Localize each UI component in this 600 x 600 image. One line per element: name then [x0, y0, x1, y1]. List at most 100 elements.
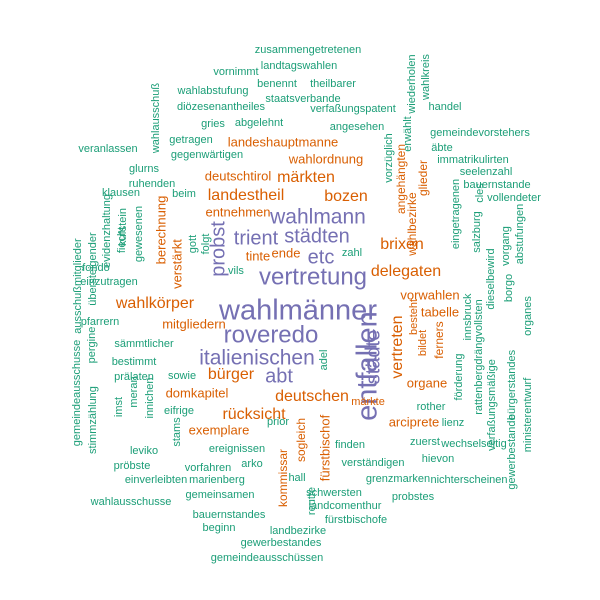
cloud-word: delegaten [371, 263, 441, 280]
cloud-word: fürstbischofe [325, 514, 387, 526]
cloud-word: vertretung [259, 263, 367, 290]
cloud-word: ferners [432, 321, 446, 358]
cloud-word: landcomenthur [309, 500, 382, 512]
cloud-word: wahlmann [269, 206, 366, 229]
cloud-word: etc [308, 246, 335, 268]
cloud-word: förderung [453, 353, 465, 400]
cloud-word: vorzüglich [383, 133, 395, 183]
cloud-word: cles [474, 183, 486, 203]
cloud-word: deutschtirol [205, 168, 272, 183]
cloud-word: wahlordnung [288, 151, 363, 166]
cloud-word: beginn [202, 522, 235, 534]
cloud-word: angesehen [330, 121, 384, 133]
cloud-word: wahlmänner [218, 295, 377, 327]
cloud-word: evidenzhaltung [101, 194, 113, 268]
cloud-word: gewesenen [133, 206, 145, 262]
cloud-word: bürger [208, 366, 255, 383]
cloud-word: märkte [351, 396, 385, 408]
cloud-word: ereignissen [209, 443, 265, 455]
cloud-word: marienberg [189, 474, 245, 486]
cloud-word: wahlkörper [115, 295, 195, 312]
cloud-word: wahlausschusse [90, 496, 172, 508]
cloud-word: zusammengetretenen [255, 44, 361, 56]
cloud-word: schwersten [306, 487, 362, 499]
cloud-word: verstärkt [169, 239, 184, 289]
cloud-word: veranlassen [78, 143, 137, 155]
cloud-word: probstes [392, 491, 435, 503]
cloud-word: bozen [324, 188, 368, 205]
cloud-word: vertreten [389, 315, 406, 378]
cloud-word: wahlausschuß [150, 83, 162, 155]
cloud-word: ruhenden [129, 178, 176, 190]
cloud-word: innichen [144, 378, 156, 419]
cloud-word: organe [407, 375, 447, 390]
cloud-word: übersteigender [87, 232, 99, 306]
cloud-word: pergine [86, 327, 98, 364]
cloud-word: adel [318, 350, 330, 371]
cloud-word: dieselbewird [485, 248, 497, 309]
cloud-word: glurns [129, 163, 159, 175]
cloud-word: verfaßungspatent [310, 103, 396, 115]
cloud-word: fürstbischof [317, 414, 332, 481]
cloud-word: pfarrern [81, 316, 120, 328]
cloud-word: lienz [442, 417, 465, 429]
cloud-word: salzburg [471, 211, 483, 253]
cloud-word: klausen [102, 187, 140, 199]
cloud-word: vorwahlen [400, 287, 459, 302]
cloud-word: sowie [168, 370, 196, 382]
cloud-word: bestimmt [112, 356, 157, 368]
cloud-word: berechnung [153, 196, 168, 265]
cloud-word: sämmtlicher [114, 338, 174, 350]
cloud-word: wahlbezirke [405, 192, 419, 257]
cloud-word: seelenzahl [460, 166, 513, 178]
cloud-word: finden [335, 439, 365, 451]
cloud-word: arko [241, 458, 262, 470]
cloud-word: mitgliedern [162, 316, 226, 331]
cloud-word: domkapitel [166, 385, 229, 400]
cloud-word: entnehmen [205, 204, 270, 219]
cloud-word: arciprete [389, 414, 440, 429]
cloud-word: folgt [200, 234, 212, 255]
cloud-word: innsbruck [462, 293, 474, 341]
cloud-word: landeshauptmanne [228, 134, 339, 149]
cloud-word: vollendeter [487, 192, 541, 204]
cloud-word: verständigen [342, 457, 405, 469]
cloud-word: landestheil [208, 187, 285, 204]
cloud-word: pröbste [114, 460, 151, 472]
cloud-word: glieder [416, 160, 430, 196]
cloud-word: einverleibten [125, 474, 187, 486]
cloud-word: organes [522, 296, 534, 336]
cloud-word: italienischen [199, 347, 315, 370]
cloud-word: trient [234, 227, 279, 249]
cloud-word: leviko [130, 445, 158, 457]
cloud-word: stams [171, 417, 183, 447]
cloud-word: imst [113, 397, 125, 417]
cloud-word: grenzmarken [366, 473, 430, 485]
cloud-word: deutschen [275, 388, 349, 405]
cloud-word: gegenwärtigen [171, 149, 243, 161]
cloud-word: tabelle [421, 304, 459, 319]
cloud-word: wiederholen [406, 54, 418, 114]
cloud-word: einzutragen [80, 276, 138, 288]
cloud-word: exemplare [189, 422, 250, 437]
cloud-word: städten [284, 225, 350, 247]
cloud-word: besteht [408, 299, 420, 335]
cloud-word: beim [172, 188, 196, 200]
cloud-word: gewerbestande [506, 414, 518, 489]
cloud-word: diözesenantheiles [177, 101, 266, 113]
cloud-word: gewerbestandes [241, 537, 322, 549]
cloud-word: vorgang [500, 226, 512, 266]
cloud-word: ausschußmitglieder [72, 238, 84, 334]
cloud-word: erwählt [402, 116, 414, 151]
cloud-word: prior [267, 416, 289, 428]
cloud-word: gemeinsamen [185, 489, 254, 501]
cloud-word: entfallen [352, 311, 384, 421]
cloud-word: landtagswahlen [261, 60, 337, 72]
cloud-word: bildet [417, 330, 429, 356]
cloud-word: städte [362, 330, 384, 384]
cloud-word: landbezirke [270, 525, 326, 537]
cloud-word: ministerentwurf [522, 377, 534, 453]
cloud-word: äbte [431, 142, 452, 154]
cloud-word: wahlkreis [420, 54, 432, 101]
cloud-word: wahlabstufung [177, 85, 249, 97]
